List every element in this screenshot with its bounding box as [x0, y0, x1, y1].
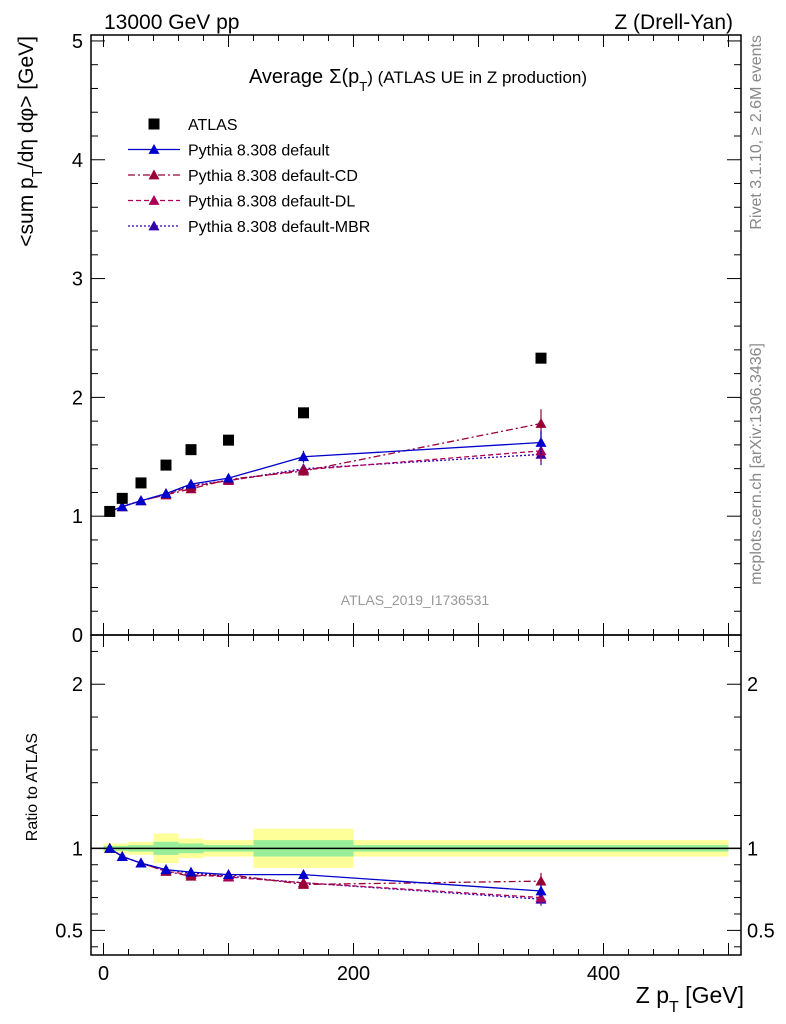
lower-y-axis-label: Ratio to ATLAS	[24, 733, 41, 841]
lower-point-default	[116, 851, 128, 861]
upper-line-mbr	[109, 453, 542, 513]
lower-y-tick-label-left: 1	[72, 838, 83, 860]
upper-point-default	[135, 495, 147, 506]
analysis-watermark: ATLAS_2019_I1736531	[341, 592, 490, 608]
upper-y-tick-label: 1	[72, 506, 83, 528]
lower-y-tick-label-left: 0.5	[55, 920, 83, 942]
lower-y-tick-label-left: 2	[72, 674, 83, 696]
lower-panel: 0.5 0.5 1 1 2 2 0 200 400	[55, 634, 775, 985]
lower-point-cd	[298, 878, 309, 889]
upper-point-default	[535, 437, 547, 447]
upper-point-cd	[535, 418, 547, 428]
x-tick-label: 0	[98, 963, 109, 985]
upper-y-tick-label: 2	[72, 387, 83, 409]
upper-y-tick-label: 5	[72, 31, 83, 53]
upper-y-tick-label: 4	[72, 150, 83, 172]
lower-y-tick-label-right: 2	[747, 674, 758, 696]
side-label-mcplots: mcplots.cern.ch [arXiv:1306.3436]	[748, 343, 765, 585]
upper-point-atlas	[104, 505, 116, 517]
legend-marker-dl	[148, 195, 160, 205]
legend-label-mbr: Pythia 8.308 default-MBR	[188, 219, 370, 236]
header-right: Z (Drell-Yan)	[614, 11, 733, 34]
upper-panel: 0 1 2 3 4 5	[72, 31, 742, 647]
upper-y-tick-label: 0	[72, 625, 83, 647]
lower-frame	[90, 634, 742, 956]
legend-label-default: Pythia 8.308 default	[188, 143, 330, 160]
header-left: 13000 GeV pp	[104, 11, 239, 34]
upper-y-tick-label: 3	[72, 269, 83, 291]
legend-label-dl: Pythia 8.308 default-DL	[188, 194, 355, 211]
lower-point-default	[185, 866, 197, 877]
upper-line-dl	[109, 450, 542, 513]
upper-line-default	[109, 441, 542, 513]
upper-point-atlas	[116, 492, 128, 504]
upper-chart-title: Average Σ(pT) (ATLAS UE in Z production)	[249, 66, 587, 94]
side-label-rivet: Rivet 3.1.10, ≥ 2.6M events	[748, 35, 765, 230]
upper-point-atlas	[160, 459, 172, 471]
upper-point-atlas	[535, 352, 547, 364]
upper-point-default	[223, 472, 234, 483]
legend-marker-default	[148, 144, 160, 154]
lower-point-default	[298, 869, 309, 879]
legend-label-cd: Pythia 8.308 default-CD	[188, 168, 358, 185]
legend-label-atlas: ATLAS	[188, 117, 238, 134]
lower-point-default	[104, 842, 116, 853]
upper-point-default	[160, 488, 172, 499]
lower-point-default	[223, 869, 234, 879]
lower-x-axis-label: Z pT [GeV]	[636, 982, 744, 1016]
legend: ATLAS Pythia 8.308 default Pythia 8.308 de…	[128, 117, 370, 236]
lower-point-default	[535, 885, 547, 896]
legend-marker-cd	[148, 169, 160, 180]
x-tick-label: 200	[337, 963, 370, 985]
upper-point-atlas	[298, 407, 309, 419]
x-tick-label: 400	[587, 963, 620, 985]
lower-y-tick-label-right: 1	[747, 838, 758, 860]
lower-point-default	[135, 857, 147, 868]
upper-point-atlas	[185, 444, 197, 456]
legend-marker-atlas	[148, 118, 160, 130]
legend-marker-mbr	[148, 220, 160, 231]
lower-point-default	[160, 864, 172, 875]
upper-point-default	[298, 451, 309, 462]
lower-point-cd	[535, 875, 547, 886]
upper-point-atlas	[223, 434, 234, 446]
upper-point-default	[116, 501, 128, 512]
upper-point-default	[185, 478, 197, 489]
upper-point-cd	[298, 465, 309, 476]
upper-point-atlas	[135, 477, 147, 489]
upper-y-axis-label: <sum pT/dη dφ> [GeV]	[15, 36, 46, 247]
lower-y-tick-label-right: 0.5	[747, 920, 775, 942]
